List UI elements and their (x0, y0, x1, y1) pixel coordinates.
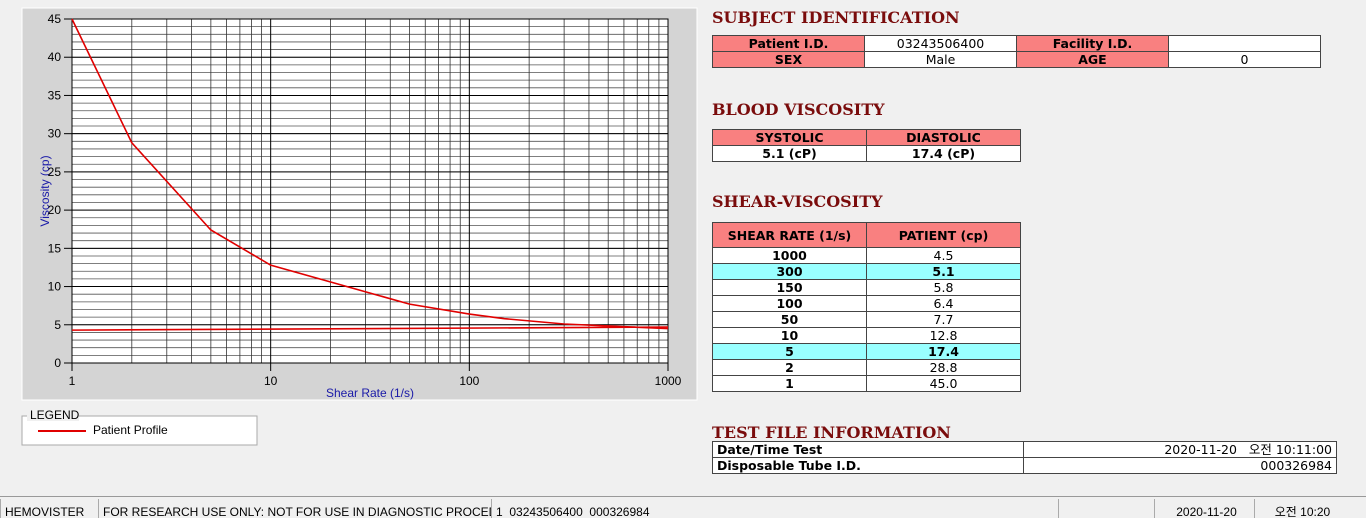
table-cell: Date/Time Test (712, 441, 1024, 458)
legend-label: Patient Profile (93, 423, 168, 437)
y-tick-label: 35 (48, 88, 62, 102)
x-axis-label: Shear Rate (1/s) (326, 386, 414, 400)
y-tick-label: 30 (48, 127, 62, 141)
y-tick-label: 10 (48, 280, 62, 294)
table-row: Date/Time Test 2020-11-20 오전 10:11:00 (712, 441, 1337, 458)
table-cell: 17.4 (cP) (866, 145, 1021, 162)
data-line (71, 326, 669, 331)
table-cell: SHEAR RATE (1/s) (712, 222, 867, 248)
section-title: SUBJECT IDENTIFICATION (712, 8, 960, 27)
y-tick-label: 20 (48, 203, 62, 217)
table-row: 5 17.4 (712, 343, 1021, 360)
table-cell: PATIENT (cp) (866, 222, 1021, 248)
y-tick-label: 0 (54, 356, 61, 370)
x-tick-label: 10 (264, 374, 278, 388)
table-cell: 5 (712, 343, 867, 360)
section-title: SHEAR-VISCOSITY (712, 192, 883, 211)
status-cell-empty (1058, 499, 1154, 518)
table-row: 300 5.1 (712, 263, 1021, 280)
table-row: 10 12.8 (712, 327, 1021, 344)
section-title: TEST FILE INFORMATION (712, 423, 951, 442)
status-cell: FOR RESEARCH USE ONLY: NOT FOR USE IN DI… (98, 499, 491, 518)
table-cell: Patient I.D. (712, 35, 865, 52)
table-cell: 5.1 (866, 263, 1021, 280)
testfile-table: Date/Time Test 2020-11-20 오전 10:11:00 Disp… (712, 441, 1337, 474)
plot-frame (71, 18, 669, 364)
table-row: 2 28.8 (712, 359, 1021, 376)
table-cell: 0 (1168, 51, 1321, 68)
table-cell: 50 (712, 311, 867, 328)
status-cell: 2020-11-20 (1154, 499, 1254, 518)
blood-table: SYSTOLIC DIASTOLIC 5.1 (cP) 17.4 (cP) (712, 129, 1021, 162)
table-cell: SYSTOLIC (712, 129, 867, 146)
table-row: 1000 4.5 (712, 247, 1021, 264)
table-cell: 45.0 (866, 375, 1021, 392)
legend-title-bg (27, 409, 79, 421)
status-cell: 1 03243506400 000326984 (491, 499, 1058, 518)
table-cell: 7.7 (866, 311, 1021, 328)
table-cell: 150 (712, 279, 867, 296)
table-row: SHEAR RATE (1/s) PATIENT (cp) (712, 222, 1021, 248)
table-row: SEX Male AGE 0 (712, 51, 1321, 68)
table-cell: Disposable Tube I.D. (712, 457, 1024, 474)
table-cell: 300 (712, 263, 867, 280)
table-cell: 2 (712, 359, 867, 376)
legend-title: LEGEND (30, 408, 80, 422)
table-cell: 28.8 (866, 359, 1021, 376)
x-tick-label: 100 (459, 374, 479, 388)
table-row: 50 7.7 (712, 311, 1021, 328)
y-tick-label: 5 (54, 318, 61, 332)
table-cell: 2020-11-20 오전 10:11:00 (1023, 441, 1337, 458)
table-cell (1168, 35, 1321, 52)
x-tick-label: 1000 (655, 374, 682, 388)
y-tick-label: 15 (48, 241, 62, 255)
table-cell: 6.4 (866, 295, 1021, 312)
table-cell: 1000 (712, 247, 867, 264)
subject-table: Patient I.D. 03243506400 Facility I.D. SEX M… (712, 35, 1321, 68)
table-cell: Facility I.D. (1016, 35, 1169, 52)
table-row: SYSTOLIC DIASTOLIC (712, 129, 1021, 146)
table-cell: 17.4 (866, 343, 1021, 360)
status-cell: HEMOVISTER (0, 499, 98, 518)
plot-area (72, 19, 668, 363)
section-title: BLOOD VISCOSITY (712, 100, 885, 119)
table-cell: 100 (712, 295, 867, 312)
table-cell: 5.8 (866, 279, 1021, 296)
status-cell: 오전 10:20 (1254, 499, 1346, 518)
x-tick-label: 1 (69, 374, 76, 388)
table-cell: Male (864, 51, 1017, 68)
y-tick-label: 25 (48, 165, 62, 179)
table-cell: AGE (1016, 51, 1169, 68)
y-axis-label: Viscosity (cp) (38, 155, 52, 226)
data-line (71, 18, 669, 330)
table-row: 1 45.0 (712, 375, 1021, 392)
table-row: 5.1 (cP) 17.4 (cP) (712, 145, 1021, 162)
table-cell: 5.1 (cP) (712, 145, 867, 162)
table-row: 150 5.8 (712, 279, 1021, 296)
table-cell: 12.8 (866, 327, 1021, 344)
table-cell: 000326984 (1023, 457, 1337, 474)
table-row: Patient I.D. 03243506400 Facility I.D. (712, 35, 1321, 52)
table-row: Disposable Tube I.D. 000326984 (712, 457, 1337, 474)
table-cell: 10 (712, 327, 867, 344)
y-tick-label: 45 (48, 12, 62, 26)
table-cell: 03243506400 (864, 35, 1017, 52)
table-row: 100 6.4 (712, 295, 1021, 312)
y-tick-label: 40 (48, 50, 62, 64)
table-cell: 4.5 (866, 247, 1021, 264)
table-cell: DIASTOLIC (866, 129, 1021, 146)
table-cell: 1 (712, 375, 867, 392)
shear-table: SHEAR RATE (1/s) PATIENT (cp) 1000 4.5 300 5.… (712, 222, 1021, 392)
chart: Shear Rate (1/s) Viscosity (cp) LEGEND 0… (21, 7, 698, 446)
status-bar: HEMOVISTER FOR RESEARCH USE ONLY: NOT FOR… (0, 496, 1366, 518)
table-cell: SEX (712, 51, 865, 68)
